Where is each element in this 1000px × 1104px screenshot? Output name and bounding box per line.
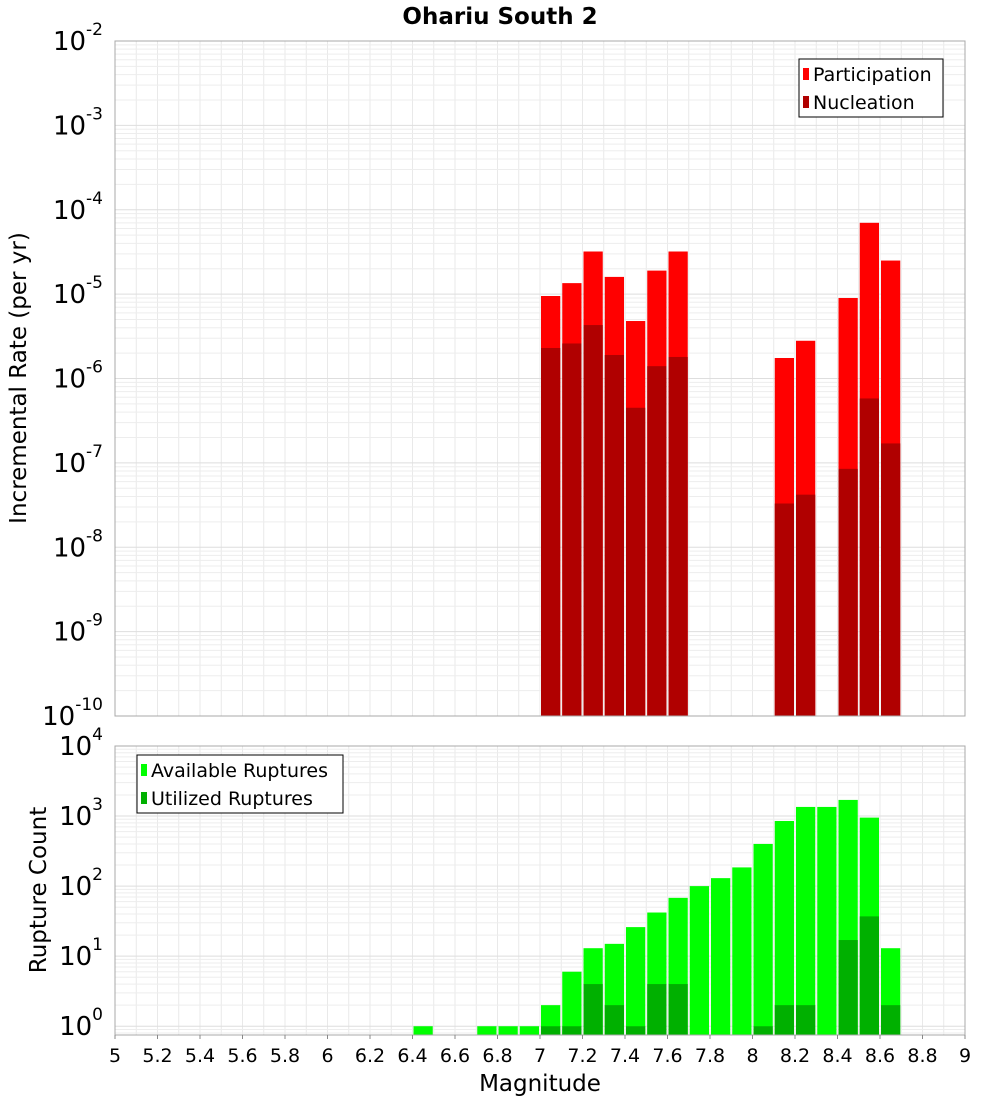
count-legend-swatch	[141, 764, 147, 776]
rate-legend-label: Participation	[813, 64, 932, 86]
rate-y-tick-label: 10-4	[53, 189, 103, 226]
count-bar-secondary	[604, 1005, 624, 1035]
count-legend-box	[136, 754, 344, 814]
x-tick-label: 8	[746, 1045, 758, 1067]
rupture-count-panel: 100 101 102 103 104 5 5.2 5.4 5.6 5.8 6 6.2 6.4 6.6 6.…	[59, 725, 971, 1067]
chart-title: Ohariu South 2	[402, 4, 597, 30]
rate-legend: Participation Nucleation	[798, 58, 944, 118]
x-tick-label: 6.2	[355, 1045, 385, 1067]
x-tick-label: 8.2	[780, 1045, 810, 1067]
count-bar-secondary	[668, 984, 688, 1035]
count-bar-primary	[519, 1026, 539, 1035]
rate-y-tick-label: 10-7	[53, 442, 103, 479]
rate-y-tick-label: 10-2	[53, 20, 103, 57]
x-tick-label: 6.4	[397, 1045, 427, 1067]
rate-y-tick-label: 10-5	[53, 273, 103, 310]
count-bar-secondary	[881, 1005, 901, 1035]
count-bar-secondary	[796, 1005, 816, 1035]
x-tick-label: 8.4	[822, 1045, 852, 1067]
rate-y-tick-label: 10-6	[53, 358, 103, 395]
count-bar-secondary	[541, 1026, 561, 1035]
x-axis-label: Magnitude	[479, 1071, 601, 1097]
rate-panel: 10-10 10-9 10-8 10-7 10-6 10-5 10-4 10-3 10-2 Par…	[42, 20, 966, 732]
x-tick-label: 6.8	[482, 1045, 512, 1067]
count-bar-secondary	[626, 1026, 646, 1035]
rate-y-tick-label: 10-9	[53, 611, 103, 648]
count-bar-secondary	[753, 1026, 773, 1035]
count-bar-primary	[477, 1026, 497, 1035]
rate-legend-swatch	[803, 96, 809, 108]
rate-bar-secondary	[541, 347, 561, 716]
count-bar-primary	[711, 878, 731, 1035]
rate-bar-secondary	[583, 325, 603, 716]
x-tick-label: 8.8	[907, 1045, 937, 1067]
x-tick-label: 8.6	[865, 1045, 895, 1067]
rate-legend-label: Nucleation	[813, 92, 915, 114]
rate-bar-secondary	[774, 503, 794, 716]
count-bar-primary	[413, 1026, 433, 1035]
rate-bar-secondary	[626, 407, 646, 716]
count-bar-primary	[753, 843, 773, 1035]
rate-bar-secondary	[562, 343, 582, 716]
x-tick-label: 9	[959, 1045, 971, 1067]
count-y-tick-label: 103	[59, 795, 103, 832]
x-tick-label: 5.6	[227, 1045, 257, 1067]
count-bar-secondary	[859, 916, 879, 1035]
x-tick-label: 7.6	[652, 1045, 682, 1067]
count-bar-primary	[562, 971, 582, 1035]
count-bar-secondary	[774, 1005, 794, 1035]
count-legend-label: Available Ruptures	[151, 760, 328, 782]
count-bar-primary	[817, 806, 837, 1035]
count-bar-primary	[774, 821, 794, 1035]
count-y-tick-label: 101	[59, 935, 103, 972]
rate-legend-swatch	[803, 68, 809, 80]
count-bar-primary	[626, 927, 646, 1035]
x-tick-label: 6.6	[440, 1045, 470, 1067]
x-tick-label: 7.2	[567, 1045, 597, 1067]
count-y-tick-label: 102	[59, 865, 103, 902]
rate-bar-secondary	[838, 468, 858, 716]
count-legend-label: Utilized Ruptures	[151, 788, 313, 810]
bottom-y-axis-label: Rupture Count	[26, 807, 52, 973]
rate-bar-secondary	[881, 443, 901, 716]
count-y-tick-label: 100	[59, 1005, 103, 1042]
count-bar-secondary	[562, 1026, 582, 1035]
rate-y-tick-label: 10-10	[42, 695, 103, 732]
rate-bar-secondary	[859, 398, 879, 716]
rate-y-tick-label: 10-3	[53, 104, 103, 141]
top-y-axis-label: Incremental Rate (per yr)	[6, 232, 32, 524]
rate-bar-secondary	[796, 494, 816, 716]
x-tick-label: 7	[534, 1045, 546, 1067]
count-y-tick-label: 104	[59, 725, 103, 762]
count-bar-secondary	[583, 984, 603, 1035]
rate-bar-secondary	[668, 356, 688, 716]
rate-bar-secondary	[604, 354, 624, 716]
count-bar-secondary	[647, 984, 667, 1035]
count-bar-primary	[796, 806, 816, 1035]
x-tick-label: 5.4	[185, 1045, 215, 1067]
count-bar-primary	[689, 886, 709, 1035]
count-legend-swatch	[141, 792, 147, 804]
x-tick-label: 7.8	[695, 1045, 725, 1067]
count-bar-primary	[498, 1026, 518, 1035]
rate-bar-secondary	[647, 366, 667, 716]
rate-y-tick-label: 10-8	[53, 526, 103, 563]
count-legend: Available Ruptures Utilized Ruptures	[136, 754, 344, 814]
count-bar-secondary	[838, 940, 858, 1035]
rate-legend-box	[798, 58, 944, 118]
rate-plot-frame	[114, 40, 966, 717]
x-tick-label: 5.8	[270, 1045, 300, 1067]
count-bar-primary	[732, 867, 752, 1035]
x-tick-label: 5.2	[142, 1045, 172, 1067]
x-tick-label: 7.4	[610, 1045, 640, 1067]
x-tick-label: 6	[321, 1045, 333, 1067]
x-tick-label: 5	[109, 1045, 121, 1067]
